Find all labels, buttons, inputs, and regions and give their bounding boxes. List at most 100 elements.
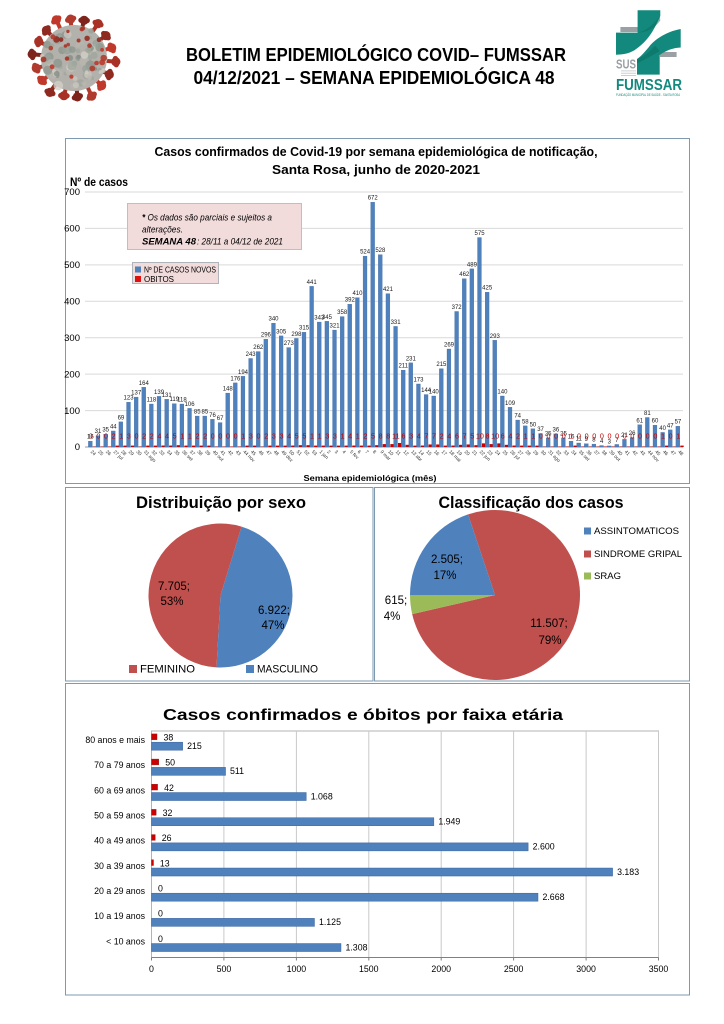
svg-text:SUS: SUS	[616, 57, 636, 72]
svg-text:35: 35	[173, 449, 181, 457]
svg-text:FUMSSAR: FUMSSAR	[616, 77, 682, 94]
svg-text:5: 5	[470, 432, 474, 441]
svg-text:615;: 615;	[385, 595, 407, 607]
svg-text:0: 0	[577, 432, 581, 441]
svg-text:298: 298	[291, 332, 302, 338]
svg-text:4: 4	[341, 449, 347, 455]
svg-text:: 28/11 a 04/12 de 2021: : 28/11 a 04/12 de 2021	[197, 237, 283, 248]
svg-text:2: 2	[150, 432, 154, 441]
svg-text:2000: 2000	[431, 964, 451, 974]
svg-text:123: 123	[124, 396, 135, 402]
svg-text:0: 0	[134, 432, 138, 441]
svg-text:489: 489	[467, 262, 478, 268]
svg-text:25: 25	[545, 431, 552, 437]
svg-text:4: 4	[165, 432, 169, 441]
svg-text:7: 7	[363, 449, 369, 455]
svg-text:0: 0	[600, 432, 604, 441]
svg-text:50: 50	[530, 422, 537, 428]
svg-text:46: 46	[257, 449, 265, 457]
svg-text:8: 8	[485, 432, 489, 441]
svg-text:42: 42	[164, 783, 174, 793]
svg-text:42: 42	[630, 449, 638, 457]
svg-text:3: 3	[608, 439, 612, 445]
svg-text:0: 0	[615, 432, 619, 441]
svg-text:45: 45	[653, 449, 661, 457]
svg-text:139: 139	[154, 390, 165, 396]
svg-text:0: 0	[562, 432, 566, 441]
svg-text:30: 30	[539, 449, 547, 457]
svg-text:164: 164	[139, 381, 150, 387]
svg-text:4: 4	[348, 432, 352, 441]
svg-text:524: 524	[360, 250, 371, 256]
svg-text:140: 140	[429, 389, 440, 395]
svg-text:11: 11	[392, 432, 399, 441]
svg-text:57: 57	[675, 420, 682, 426]
svg-text:3: 3	[325, 432, 329, 441]
svg-text:FUNDAÇÃO MUNICIPAL DE SAÚDE -: FUNDAÇÃO MUNICIPAL DE SAÚDE - SANTA ROSA	[616, 92, 681, 97]
svg-text:4: 4	[157, 432, 161, 441]
svg-text:36: 36	[552, 427, 559, 433]
svg-text:60: 60	[652, 419, 659, 425]
svg-text:262: 262	[253, 345, 264, 351]
svg-text:8: 8	[379, 432, 383, 441]
svg-text:2.505;: 2.505;	[431, 554, 463, 566]
svg-text:FEMININO: FEMININO	[140, 664, 195, 676]
svg-text:21: 21	[621, 433, 628, 439]
svg-text:53%: 53%	[160, 596, 183, 608]
svg-text:85: 85	[202, 410, 209, 416]
svg-text:80 anos e mais: 80 anos e mais	[85, 735, 145, 745]
svg-text:26: 26	[629, 431, 636, 437]
svg-text:3: 3	[279, 432, 283, 441]
svg-text:50: 50	[165, 758, 175, 768]
svg-text:1000: 1000	[287, 964, 307, 974]
svg-text:47: 47	[667, 423, 674, 429]
svg-text:0: 0	[218, 432, 222, 441]
svg-text:3: 3	[249, 432, 253, 441]
svg-text:315: 315	[299, 326, 310, 332]
svg-text:33: 33	[562, 449, 570, 457]
svg-text:575: 575	[475, 231, 486, 237]
svg-text:5: 5	[295, 432, 299, 441]
svg-text:40: 40	[659, 426, 666, 432]
svg-text:1.949: 1.949	[438, 817, 460, 827]
svg-text:11: 11	[576, 436, 583, 442]
svg-text:194: 194	[238, 370, 249, 376]
svg-text:61: 61	[636, 418, 643, 424]
svg-text:400: 400	[64, 296, 80, 307]
svg-text:ASSINTOMATICOS: ASSINTOMATICOS	[594, 526, 679, 537]
svg-text:9: 9	[585, 437, 589, 443]
svg-text:79%: 79%	[538, 635, 561, 647]
svg-text:600: 600	[64, 224, 80, 235]
svg-text:5: 5	[302, 432, 306, 441]
svg-text:8: 8	[371, 449, 377, 455]
svg-text:5: 5	[371, 432, 375, 441]
svg-text:173: 173	[413, 377, 424, 383]
svg-text:528: 528	[375, 248, 386, 254]
svg-text:7: 7	[463, 432, 467, 441]
svg-text:425: 425	[482, 286, 493, 292]
svg-text:0: 0	[638, 432, 642, 441]
svg-text:2500: 2500	[504, 964, 524, 974]
svg-text:10: 10	[491, 432, 499, 441]
svg-text:47: 47	[264, 449, 272, 457]
svg-text:51: 51	[295, 449, 303, 457]
svg-text:48: 48	[676, 449, 684, 457]
svg-text:231: 231	[406, 356, 417, 362]
svg-text:74: 74	[514, 414, 521, 420]
svg-text:50: 50	[287, 449, 295, 457]
svg-text:0: 0	[158, 934, 163, 944]
svg-text:41: 41	[218, 449, 226, 457]
svg-text:27: 27	[516, 449, 524, 457]
svg-text:< 10 anos: < 10 anos	[106, 936, 145, 946]
svg-text:1: 1	[569, 432, 573, 441]
svg-text:0: 0	[623, 432, 627, 441]
svg-text:41: 41	[623, 449, 631, 457]
svg-text:33: 33	[157, 449, 165, 457]
svg-text:1: 1	[241, 432, 245, 441]
svg-text:45: 45	[249, 449, 257, 457]
svg-text:296: 296	[261, 333, 272, 339]
svg-text:4: 4	[287, 432, 291, 441]
svg-text:0: 0	[592, 432, 596, 441]
svg-text:300: 300	[64, 333, 80, 344]
svg-text:0: 0	[669, 432, 673, 441]
